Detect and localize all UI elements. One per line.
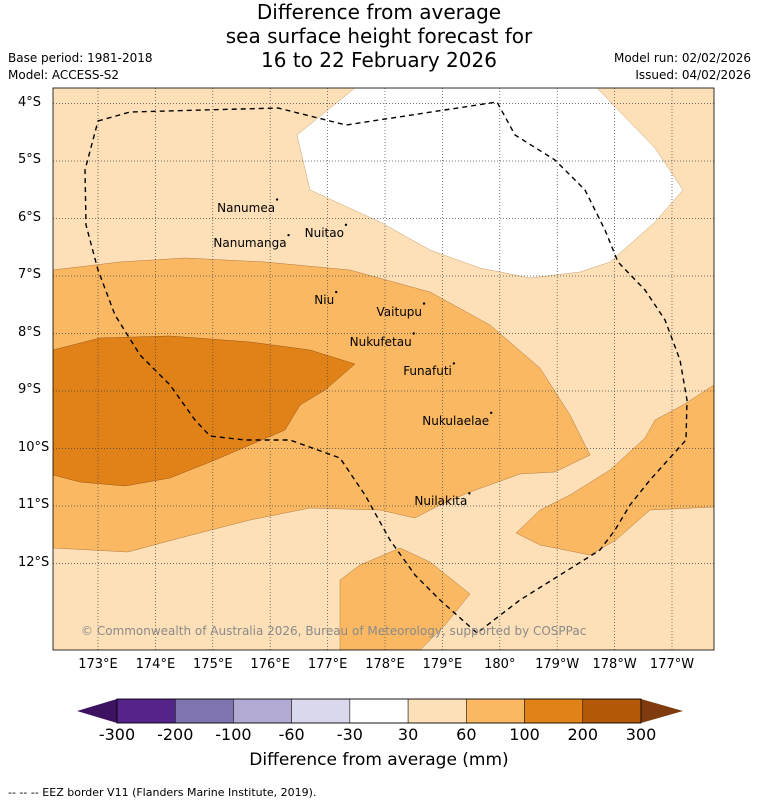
- colorbar-cell: [466, 698, 525, 724]
- colorbar-tick-label: -100: [215, 725, 252, 744]
- colorbar-tick-label: 100: [509, 725, 540, 744]
- lat-label: 5°S: [18, 152, 42, 167]
- island-label: Vaitupu: [376, 304, 423, 319]
- lon-label: 174°E: [135, 657, 176, 672]
- island-markers: [275, 198, 493, 495]
- lon-label: 177°E: [307, 657, 348, 672]
- lon-label: 179°W: [535, 657, 580, 672]
- lon-label: 173°E: [78, 657, 118, 672]
- lon-label: 178°W: [592, 657, 637, 672]
- lat-label: 12°S: [18, 554, 50, 570]
- colorbar-cell: [291, 698, 351, 724]
- lat-label: 11°S: [18, 497, 50, 512]
- colorbar-cell: [349, 698, 409, 724]
- meta-left: Base period: 1981-2018 Model: ACCESS-S2: [8, 50, 153, 84]
- island-marker: [275, 198, 279, 201]
- lon-label: 180°: [484, 657, 516, 672]
- lon-label: 178°E: [365, 657, 405, 672]
- island-marker: [468, 492, 471, 495]
- lat-label: 8°S: [18, 324, 42, 340]
- island-label: Nukulaelae: [422, 413, 490, 428]
- island-marker: [412, 332, 415, 335]
- band-60-100-south: [339, 547, 471, 650]
- colorbar-tick-label: -60: [278, 725, 305, 744]
- colorbar-tick-label: 300: [625, 725, 657, 744]
- lat-label: 9°S: [18, 382, 42, 397]
- island-marker: [422, 302, 426, 305]
- island-label: Nukufetau: [349, 334, 412, 349]
- colorbar-tick-label: 200: [567, 725, 599, 744]
- colorbar-tick-label: 60: [456, 725, 477, 744]
- title-line-1: Difference from average: [256, 0, 502, 24]
- map-title: Difference from average sea surface heig…: [0, 0, 758, 72]
- colorbar-cells: [116, 698, 642, 724]
- band-60-100-north: [53, 257, 591, 553]
- graticule: [53, 88, 714, 650]
- colorbar-cell: [524, 698, 584, 724]
- map-frame: [52, 87, 715, 651]
- colorbar-cell: [407, 698, 467, 724]
- lat-label: 6°S: [18, 209, 42, 225]
- lon-label: 177°W: [649, 657, 695, 672]
- island-label: Nuitao: [304, 225, 344, 240]
- colorbar-cell: [116, 698, 176, 724]
- lat-label: 7°S: [18, 267, 42, 282]
- colorbar-tick-label: -300: [98, 725, 136, 744]
- eez-footnote: -- -- -- EEZ border V11 (Flanders Marine…: [8, 786, 317, 799]
- colorbar-tick-label: -200: [157, 725, 194, 744]
- colorbar: [77, 698, 683, 724]
- eez-border: [84, 101, 688, 634]
- colorbar-cell: [582, 698, 642, 724]
- island-marker: [287, 233, 290, 237]
- island-label: Nanumea: [217, 200, 276, 215]
- model-run: Model run: 02/02/2026: [613, 51, 751, 65]
- band-neutral: [296, 88, 684, 279]
- colorbar-tick-label: -30: [336, 725, 363, 744]
- lat-label: 4°S: [18, 94, 42, 110]
- band-60-100-east: [515, 384, 714, 556]
- lon-label: 179°E: [422, 657, 463, 672]
- island-label: Niu: [314, 293, 335, 308]
- colorbar-cell: [233, 698, 292, 724]
- colorbar-extend-low: [77, 699, 117, 723]
- colorbar-title: Difference from average (mm): [249, 750, 509, 770]
- contour-fill: [53, 88, 714, 650]
- colorbar-extend-high: [641, 699, 683, 723]
- island-marker: [452, 362, 456, 365]
- island-marker: [344, 223, 348, 227]
- base-period: Base period: 1981-2018: [8, 51, 153, 65]
- island-marker: [489, 411, 493, 415]
- lat-label: 10°S: [18, 439, 50, 455]
- colorbar-cell: [174, 698, 234, 724]
- island-marker: [335, 290, 338, 294]
- issued-date: Issued: 04/02/2026: [635, 68, 751, 82]
- title-line-2: sea surface height forecast for: [225, 24, 533, 48]
- colorbar-tick-label: 30: [397, 725, 419, 744]
- meta-right: Model run: 02/02/2026 Issued: 04/02/2026: [614, 50, 751, 84]
- model-name: Model: ACCESS-S2: [8, 68, 120, 82]
- island-label: Nuilakita: [414, 494, 468, 509]
- island-label: Nanumanga: [213, 236, 287, 251]
- colorbar-frame: [116, 698, 642, 724]
- lon-label: 176°E: [250, 657, 290, 672]
- title-line-3: 16 to 22 February 2026: [261, 48, 497, 72]
- copyright-notice: © Commonwealth of Australia 2026, Bureau…: [81, 624, 587, 638]
- lon-label: 175°E: [193, 657, 233, 672]
- island-label: Funafuti: [403, 364, 452, 379]
